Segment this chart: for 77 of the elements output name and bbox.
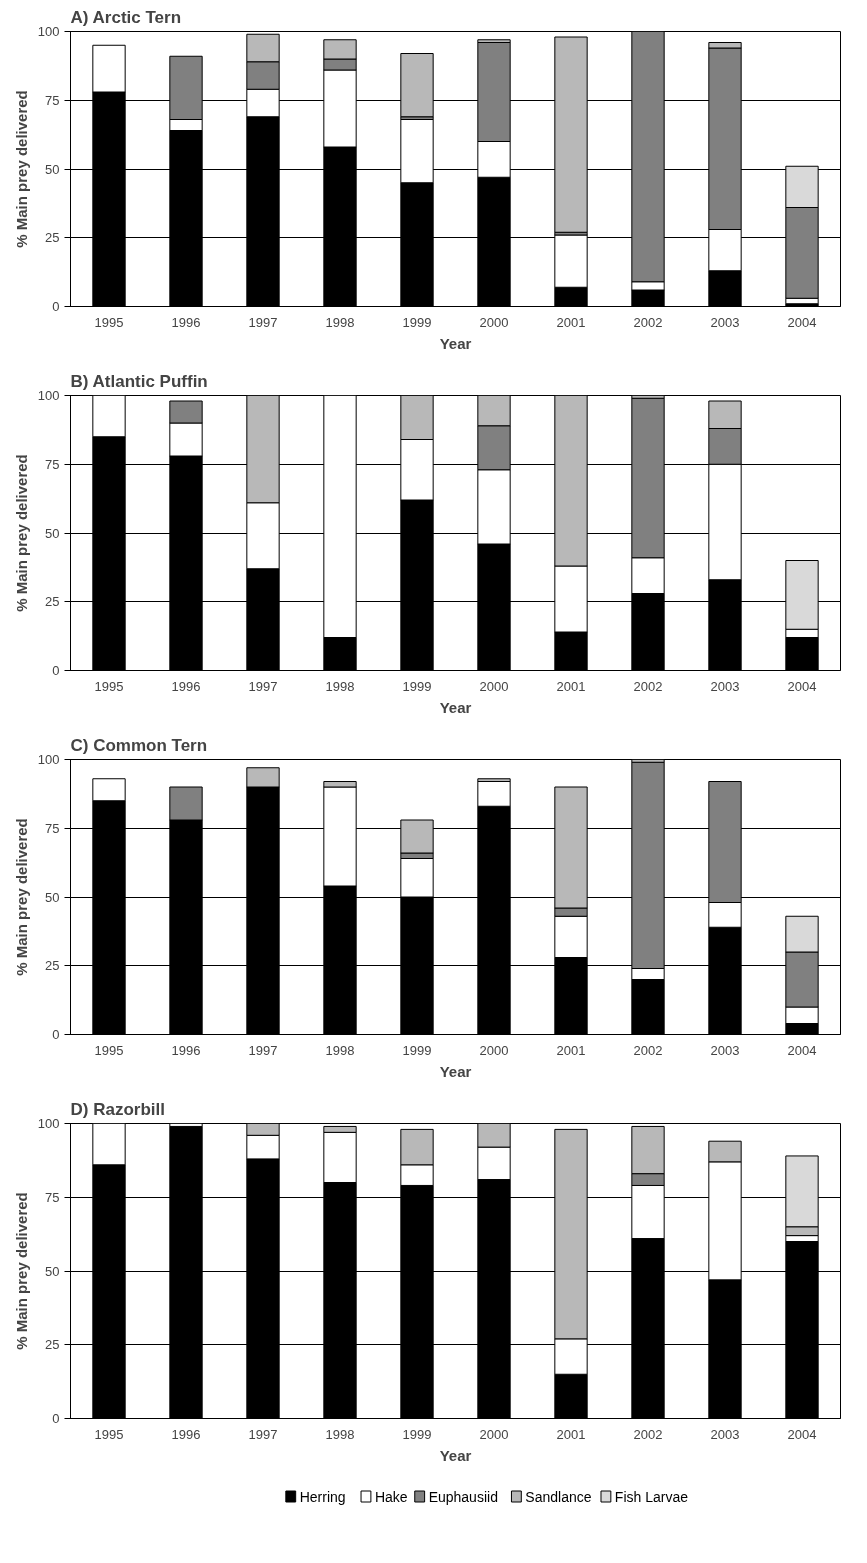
x-tick-label: 2003 [710,1426,740,1442]
x-axis-title: Year [439,334,472,352]
y-axis-title: % Main prey delivered [12,90,30,248]
x-tick-label: 2004 [787,678,817,694]
x-tick-label: 2001 [556,314,586,330]
y-tick-label: 100 [37,752,60,767]
y-tick-label: 100 [37,24,60,39]
y-tick-label: 50 [45,161,60,177]
legend-label: Herring [299,1488,346,1505]
x-tick-label: 1996 [171,1042,201,1058]
x-tick-label: 2004 [787,1426,817,1442]
y-tick-label: 50 [45,889,60,905]
x-tick-label: 1999 [402,314,432,330]
y-axis-title: % Main prey delivered [12,818,30,976]
x-tick-label: 1996 [171,1426,201,1442]
x-tick-label: 2001 [556,678,586,694]
x-tick-label: 1998 [325,314,355,330]
x-tick-label: 1996 [171,678,201,694]
x-tick-label: 1999 [402,1426,432,1442]
y-tick-label: 100 [37,388,60,403]
y-tick-label: 75 [45,1189,60,1205]
x-tick-label: 2000 [479,1426,509,1442]
legend-label: Hake [374,1488,408,1505]
y-axis-title: % Main prey delivered [12,454,30,612]
x-tick-label: 1995 [94,1426,124,1442]
x-tick-label: 1997 [248,678,278,694]
x-tick-label: 1995 [94,314,124,330]
y-tick-label: 50 [45,525,60,541]
x-tick-label: 2000 [479,314,509,330]
x-tick-label: 2000 [479,678,509,694]
y-tick-label: 25 [45,594,60,610]
chart-title: B) Atlantic Puffin [70,371,208,391]
y-tick-label: 75 [45,820,60,836]
x-tick-label: 1998 [325,1042,355,1058]
x-tick-label: 2004 [787,314,817,330]
x-axis-title: Year [439,698,472,716]
x-tick-label: 1999 [402,1042,432,1058]
x-tick-label: 1995 [94,678,124,694]
x-tick-label: 2002 [633,678,663,694]
y-tick-label: 0 [52,663,60,678]
x-tick-label: 2003 [710,1042,740,1058]
y-tick-label: 100 [37,1116,60,1131]
x-tick-label: 2001 [556,1426,586,1442]
x-tick-label: 2000 [479,1042,509,1058]
x-tick-label: 1996 [171,314,201,330]
y-tick-label: 0 [52,299,60,314]
y-tick-label: 75 [45,456,60,472]
chart-title: D) Razorbill [70,1099,165,1119]
y-tick-label: 75 [45,92,60,108]
x-tick-label: 1997 [248,1042,278,1058]
x-tick-label: 2003 [710,678,740,694]
x-tick-label: 1998 [325,1426,355,1442]
y-tick-label: 0 [52,1027,60,1042]
y-tick-label: 25 [45,1337,60,1353]
y-tick-label: 25 [45,958,60,974]
y-tick-label: 0 [52,1411,60,1426]
x-tick-label: 2001 [556,1042,586,1058]
chart-title: C) Common Tern [70,735,208,755]
x-tick-label: 1997 [248,1426,278,1442]
y-axis-title: % Main prey delivered [12,1192,30,1350]
legend-label: Euphausiid [428,1488,498,1505]
x-tick-label: 2002 [633,1426,663,1442]
x-tick-label: 2002 [633,1042,663,1058]
x-tick-label: 1995 [94,1042,124,1058]
legend-label: Fish Larvae [614,1488,689,1505]
x-tick-label: 1998 [325,678,355,694]
legend-label: Sandlance [525,1488,592,1505]
x-tick-label: 2003 [710,314,740,330]
x-tick-label: 2004 [787,1042,817,1058]
x-tick-label: 2002 [633,314,663,330]
x-axis-title: Year [439,1446,472,1464]
chart-title: A) Arctic Tern [70,7,182,27]
x-tick-label: 1999 [402,678,432,694]
y-tick-label: 50 [45,1263,60,1279]
x-tick-label: 1997 [248,314,278,330]
x-axis-title: Year [439,1062,472,1080]
y-tick-label: 25 [45,230,60,246]
